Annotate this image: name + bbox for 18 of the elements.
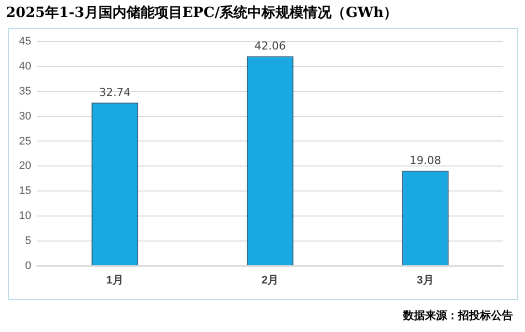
x-tick-label: 2月 [262, 274, 279, 286]
y-tick-label: 20 [18, 160, 32, 172]
y-tick-label: 5 [25, 234, 32, 247]
y-tick-label: 45 [18, 36, 32, 48]
source-note: 数据来源：招投标公告 [403, 308, 513, 323]
data-label: 32.74 [99, 86, 131, 100]
y-tick-label: 30 [18, 110, 32, 122]
data-label: 19.08 [410, 154, 442, 168]
x-tick-label: 1月 [106, 274, 124, 286]
y-tick-label: 35 [18, 85, 32, 98]
data-label: 42.06 [254, 40, 286, 53]
y-tick-label: 15 [18, 185, 32, 198]
x-tick-label: 3月 [416, 274, 434, 286]
y-tick-label: 40 [18, 60, 32, 73]
chart-title: 2025年1-3月国内储能项目EPC/系统中标规模情况（GWh） [6, 4, 398, 22]
y-tick-label: 10 [18, 210, 32, 222]
y-tick-label: 0 [25, 260, 32, 272]
y-tick-label: 25 [18, 135, 32, 148]
